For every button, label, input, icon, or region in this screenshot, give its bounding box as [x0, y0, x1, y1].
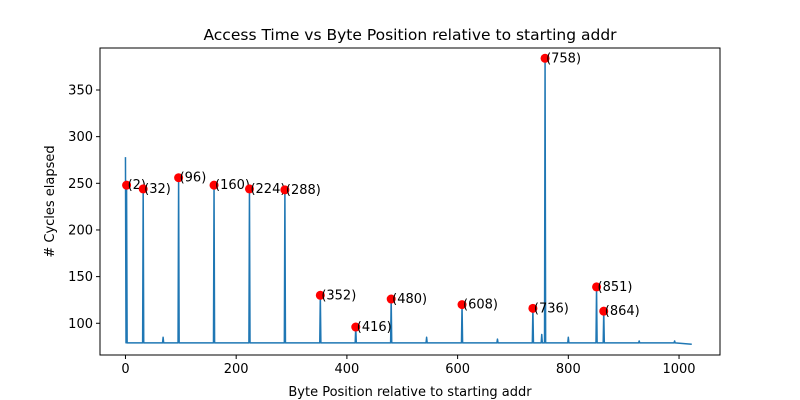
data-point-label: (32) — [144, 182, 171, 197]
data-point-label: (758) — [546, 51, 581, 66]
y-tick-label: 100 — [68, 317, 93, 332]
y-tick-label: 200 — [68, 223, 93, 238]
data-point-marker — [209, 180, 219, 190]
data-point-marker — [174, 173, 184, 183]
axes-frame — [99, 47, 721, 356]
data-point-marker — [280, 185, 290, 195]
data-point-marker — [540, 53, 550, 63]
data-point-marker — [599, 306, 609, 316]
y-tick-label: 250 — [68, 177, 93, 192]
data-point-label: (352) — [321, 288, 356, 303]
data-point-marker — [457, 300, 467, 310]
data-point-label: (864) — [605, 304, 640, 319]
data-point-label: (851) — [598, 280, 633, 295]
data-point-label: (96) — [180, 171, 207, 186]
data-point-marker — [315, 290, 325, 300]
chart-title: Access Time vs Byte Position relative to… — [203, 26, 617, 44]
data-point-label: (160) — [215, 178, 250, 193]
data-point-label: (288) — [286, 183, 321, 198]
plot-area: (2)(32)(96) (160) (224) (288)(352)(416)(480… — [122, 51, 692, 346]
x-tick-label: 0 — [121, 362, 129, 377]
data-point-marker — [122, 180, 132, 190]
x-tick-label: 800 — [556, 362, 581, 377]
data-point-label: (608) — [463, 298, 498, 313]
data-point-label: (480) — [392, 292, 427, 307]
x-tick-label: 200 — [224, 362, 249, 377]
data-point-marker — [592, 282, 602, 292]
x-axis-label: Byte Position relative to starting addr — [288, 385, 532, 400]
y-axis: 100 150 200 250 300 350 — [68, 83, 100, 332]
data-point-marker — [386, 294, 396, 304]
x-tick-label: 600 — [445, 362, 470, 377]
data-point-marker — [351, 322, 361, 332]
data-point-label: (416) — [357, 320, 392, 335]
x-axis: 0 200 400 600 800 1000 — [121, 355, 696, 377]
y-tick-label: 300 — [68, 130, 93, 145]
y-tick-label: 150 — [68, 270, 93, 285]
y-axis-label: # Cycles elapsed — [43, 145, 58, 257]
x-tick-label: 1000 — [662, 362, 695, 377]
y-tick-label: 350 — [68, 83, 93, 98]
data-point-label: (736) — [534, 301, 569, 316]
data-point-marker — [528, 303, 538, 313]
series-line — [124, 57, 692, 346]
data-point-label: (224) — [250, 182, 285, 197]
x-tick-label: 400 — [334, 362, 359, 377]
data-point-marker — [244, 184, 254, 194]
data-point-marker — [138, 184, 148, 194]
